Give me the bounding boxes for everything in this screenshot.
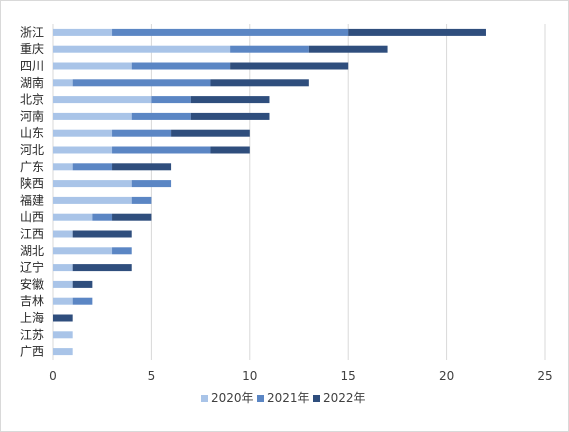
bar-河北-2021年: [112, 146, 211, 154]
bar-吉林-2020年: [53, 297, 73, 305]
category-label-吉林: 吉林: [20, 294, 44, 308]
bar-河南-2020年: [53, 112, 132, 120]
bar-广东-2021年: [72, 163, 113, 171]
x-axis-ticks: 0 5 10 15 20 25: [49, 369, 552, 383]
category-label-上海: 上海: [20, 310, 44, 325]
bar-湖南-2022年: [210, 79, 309, 87]
bar-陕西-2020年: [53, 180, 132, 188]
legend-label-2021年: 2021年: [267, 391, 310, 405]
bar-山西-2020年: [53, 213, 93, 221]
category-label-陕西: 陕西: [20, 176, 44, 191]
legend-swatch-2020年: [201, 395, 208, 402]
bar-江西-2022年: [72, 230, 132, 238]
category-label-山东: 山东: [20, 126, 44, 140]
category-label-江西: 江西: [20, 227, 44, 241]
category-label-四川: 四川: [20, 59, 44, 73]
bar-山西-2022年: [112, 213, 152, 221]
category-label-北京: 北京: [20, 93, 44, 107]
bar-福建-2021年: [131, 196, 152, 204]
category-label-广西: 广西: [20, 345, 44, 359]
category-label-河北: 河北: [20, 143, 44, 157]
legend: 2020年 2021年 2022年: [201, 391, 366, 405]
bar-山东-2020年: [53, 129, 113, 137]
x-tick-label-0: 0: [49, 369, 57, 383]
bar-浙江-2022年: [348, 28, 486, 36]
legend-swatch-2022年: [313, 395, 320, 402]
bar-山东-2022年: [171, 129, 250, 137]
x-tick-label-25: 25: [537, 369, 552, 383]
category-label-湖南: 湖南: [20, 75, 44, 90]
bar-北京-2021年: [151, 96, 191, 104]
bar-湖北-2020年: [53, 247, 113, 255]
bar-湖南-2020年: [53, 79, 73, 87]
bar-湖北-2021年: [112, 247, 132, 255]
bar-江西-2020年: [53, 230, 73, 238]
bar-重庆-2022年: [308, 45, 388, 53]
bar-河南-2022年: [190, 112, 270, 120]
x-tick-label-10: 10: [242, 369, 257, 383]
bar-四川-2020年: [53, 62, 132, 70]
bar-辽宁-2022年: [72, 264, 132, 272]
bar-广东-2022年: [112, 163, 172, 171]
bars: [53, 28, 486, 356]
bar-重庆-2020年: [53, 45, 231, 53]
bar-重庆-2021年: [230, 45, 309, 53]
bar-辽宁-2020年: [53, 264, 73, 272]
category-label-山西: 山西: [20, 210, 44, 224]
bar-广东-2020年: [53, 163, 73, 171]
category-label-重庆: 重庆: [20, 42, 44, 56]
bar-河南-2021年: [131, 112, 191, 120]
bar-吉林-2021年: [72, 297, 93, 305]
bar-河北-2022年: [210, 146, 250, 154]
category-label-浙江: 浙江: [20, 25, 44, 39]
category-label-福建: 福建: [20, 192, 44, 207]
category-label-广东: 广东: [20, 160, 44, 174]
legend-swatch-2021年: [257, 395, 264, 402]
legend-label-2020年: 2020年: [211, 391, 254, 405]
bar-广西-2020年: [53, 348, 73, 356]
bar-四川-2021年: [131, 62, 231, 70]
x-tick-label-15: 15: [341, 369, 356, 383]
bar-陕西-2021年: [131, 180, 172, 188]
bar-北京-2020年: [53, 96, 152, 104]
bar-浙江-2021年: [112, 28, 349, 36]
bar-上海-2022年: [53, 314, 73, 322]
category-label-河南: 河南: [20, 108, 44, 123]
x-tick-label-5: 5: [148, 369, 156, 383]
bar-河北-2020年: [53, 146, 113, 154]
category-label-江苏: 江苏: [20, 328, 44, 342]
x-tick-label-20: 20: [439, 369, 454, 383]
bar-湖南-2021年: [72, 79, 211, 87]
bar-山西-2021年: [92, 213, 113, 221]
bar-江苏-2020年: [53, 331, 73, 339]
bar-福建-2020年: [53, 196, 132, 204]
bar-安徽-2020年: [53, 280, 73, 288]
gridlines: [52, 24, 546, 360]
bar-浙江-2020年: [53, 28, 113, 36]
bar-四川-2022年: [230, 62, 349, 70]
bar-山东-2021年: [112, 129, 172, 137]
bar-北京-2022年: [190, 96, 270, 104]
category-label-安徽: 安徽: [20, 276, 44, 291]
legend-label-2022年: 2022年: [323, 391, 366, 405]
bar-安徽-2022年: [72, 280, 93, 288]
category-label-湖北: 湖北: [20, 243, 44, 258]
category-label-辽宁: 辽宁: [20, 260, 44, 275]
